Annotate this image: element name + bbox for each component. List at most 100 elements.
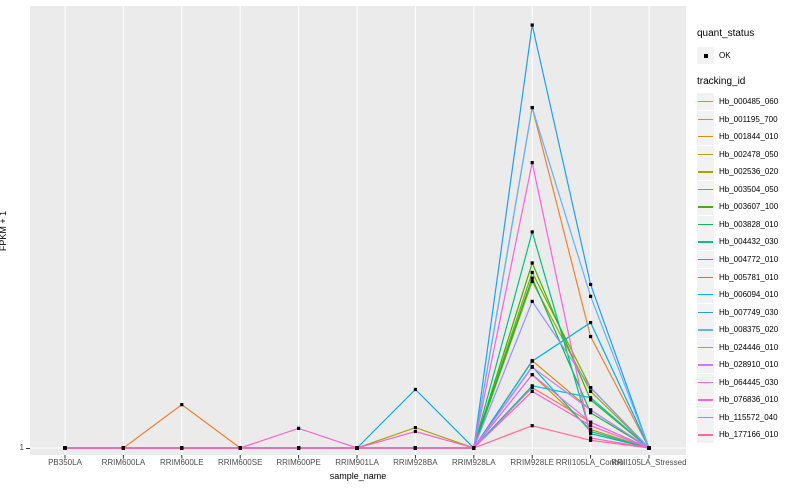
data-point-marker	[180, 403, 184, 407]
data-point-marker	[589, 424, 593, 428]
legend-item-label: Hb_005781_010	[719, 272, 779, 282]
x-tick-label: RRIM928LE	[510, 458, 554, 467]
series-color-line-icon	[698, 294, 713, 296]
data-point-marker	[530, 270, 534, 275]
data-point-marker	[589, 389, 593, 394]
series-color-line-icon	[698, 188, 713, 191]
x-tick-label: RRII105LA_Stressed	[611, 458, 687, 467]
data-point-marker	[472, 446, 476, 450]
data-point-marker	[355, 446, 359, 450]
series-color-line-icon	[698, 223, 713, 226]
data-point-marker	[530, 389, 534, 394]
legend-item-label: Hb_003828_010	[719, 219, 779, 229]
data-point-marker	[530, 424, 534, 428]
legend-item-label: Hb_177166_010	[719, 430, 779, 440]
x-tick-label: RRIM901LA	[335, 458, 379, 467]
legend-item-label: Hb_003504_050	[719, 184, 779, 194]
legend-item-label: Hb_003607_100	[719, 202, 779, 212]
legend-key-box	[697, 233, 714, 251]
x-tick-label: PB350LA	[48, 458, 82, 467]
legend-key-box	[697, 180, 714, 198]
data-point-marker	[413, 425, 417, 430]
legend-item-label: Hb_024446_010	[719, 342, 779, 352]
data-point-marker	[413, 387, 417, 392]
y-tick-label: 1	[19, 443, 24, 452]
data-point-marker	[530, 359, 534, 363]
series-color-line-icon	[698, 118, 713, 120]
legend-key-box	[697, 215, 714, 233]
data-point-marker	[530, 276, 534, 280]
legend-item-label: Hb_064445_030	[719, 377, 779, 387]
legend-item-label: Hb_115572_040	[719, 412, 778, 422]
series-color-line-icon	[698, 276, 713, 278]
data-point-marker	[530, 384, 534, 388]
data-point-marker	[238, 446, 242, 450]
legend-key-box	[697, 391, 714, 409]
legend-item-label: Hb_004772_010	[719, 254, 779, 264]
data-point-marker	[589, 431, 593, 436]
data-point-marker	[589, 408, 593, 412]
panel-background	[30, 6, 686, 455]
series-color-line-icon	[698, 434, 713, 436]
legend-title-quant-status: quant_status	[697, 28, 755, 39]
x-tick-label: RRIM600LE	[160, 458, 204, 467]
x-tick-label: RRIM600LA	[101, 458, 146, 467]
data-point-marker	[413, 429, 417, 434]
series-color-line-icon	[698, 153, 713, 156]
data-point-marker	[530, 261, 534, 265]
series-color-line-icon	[698, 364, 713, 366]
data-point-marker	[530, 386, 534, 390]
legend-item-label: Hb_006094_010	[719, 290, 779, 300]
data-point-marker	[589, 429, 593, 434]
x-axis-title: sample_name	[329, 471, 387, 481]
series-color-line-icon	[698, 241, 713, 243]
legend-key-box	[697, 408, 714, 426]
series-color-line-icon	[698, 311, 713, 313]
legend-item-label: Hb_076836_010	[719, 395, 779, 405]
data-point-marker	[530, 299, 534, 304]
legend-key-box	[697, 426, 714, 444]
data-point-marker	[530, 373, 534, 377]
point-marker-icon	[703, 53, 708, 58]
data-point-marker	[530, 105, 534, 110]
legend-key-box	[697, 268, 714, 286]
data-point-marker	[413, 446, 417, 450]
data-point-marker	[589, 420, 593, 424]
legend-key-box	[697, 47, 714, 64]
legend-key-box	[697, 163, 714, 181]
data-point-marker	[589, 411, 593, 415]
series-color-line-icon	[698, 329, 713, 331]
series-color-line-icon	[698, 101, 713, 103]
series-color-line-icon	[698, 346, 713, 349]
legend-title-tracking-id: tracking_id	[697, 76, 746, 87]
legend-key-box	[697, 321, 714, 339]
data-point-marker	[297, 426, 301, 430]
data-point-marker	[589, 334, 593, 339]
data-point-marker	[530, 365, 534, 369]
series-color-line-icon	[698, 136, 713, 138]
legend-key-box	[697, 303, 714, 321]
series-color-line-icon	[698, 416, 713, 419]
data-point-marker	[589, 294, 593, 298]
plot-svg	[30, 6, 686, 459]
legend-key-box	[697, 338, 714, 356]
data-point-marker	[530, 23, 534, 27]
data-point-marker	[589, 396, 593, 400]
legend-key-box	[697, 286, 714, 304]
legend-key-box	[697, 110, 714, 128]
data-point-marker	[297, 446, 301, 450]
legend-key-box	[697, 93, 714, 110]
legend-key-box	[697, 356, 714, 374]
data-point-marker	[589, 427, 593, 432]
legend-item-label: Hb_007749_030	[719, 307, 779, 317]
data-point-marker	[530, 230, 534, 234]
legend-item-label: Hb_002536_020	[719, 167, 779, 177]
data-point-marker	[589, 436, 593, 440]
legend-item-label: OK	[719, 51, 731, 60]
series-color-line-icon	[698, 399, 713, 401]
data-point-marker	[589, 386, 593, 390]
legend-item-label: Hb_028910_010	[719, 360, 779, 370]
legend-key-box	[697, 250, 714, 268]
data-point-marker	[530, 279, 534, 284]
